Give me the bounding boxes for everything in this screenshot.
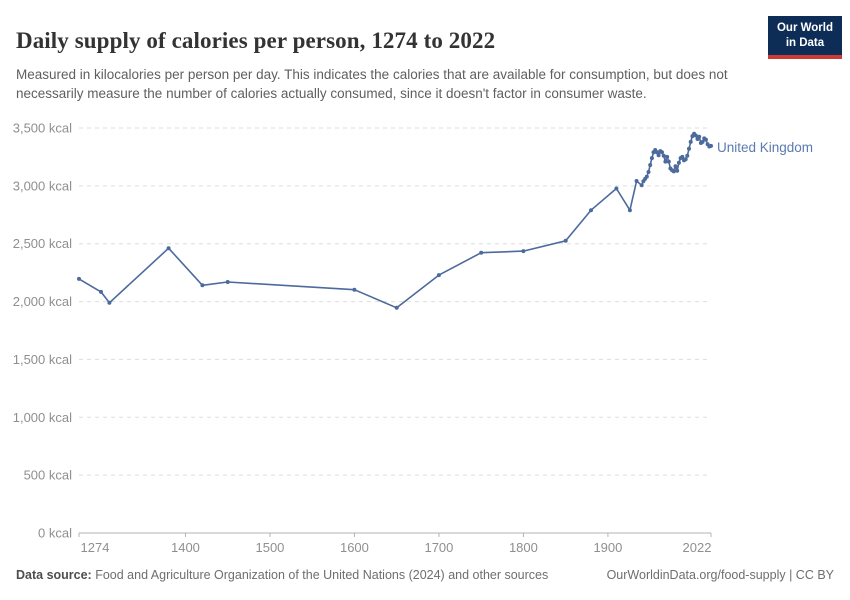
y-tick-label: 1,000 kcal	[13, 410, 72, 425]
x-tick-label: 1400	[171, 540, 200, 555]
x-tick-label: 2022	[683, 540, 712, 555]
data-point[interactable]	[436, 273, 441, 278]
data-point[interactable]	[700, 139, 705, 144]
license-credit-link[interactable]: OurWorldinData.org/food-supply | CC BY	[606, 568, 834, 582]
data-point[interactable]	[521, 249, 526, 254]
data-point[interactable]	[479, 250, 484, 255]
page-title: Daily supply of calories per person, 127…	[16, 28, 496, 54]
x-tick-label: 1500	[255, 540, 284, 555]
data-point[interactable]	[663, 159, 668, 164]
data-point[interactable]	[99, 289, 103, 294]
owid-logo-line1: Our World	[776, 22, 833, 34]
data-point[interactable]	[661, 153, 666, 158]
data-point[interactable]	[627, 208, 632, 213]
data-point[interactable]	[646, 170, 651, 174]
x-tick-label: 1700	[424, 540, 453, 555]
data-point[interactable]	[639, 183, 644, 188]
data-point[interactable]	[683, 157, 688, 162]
x-tick-label: 1900	[593, 540, 622, 555]
y-tick-label: 500 kcal	[24, 468, 73, 483]
data-point[interactable]	[676, 160, 681, 165]
data-point[interactable]	[394, 305, 399, 310]
data-point[interactable]	[709, 143, 713, 148]
data-point[interactable]	[656, 153, 661, 158]
series-line-united-kingdom[interactable]	[78, 133, 712, 309]
y-tick-label: 1,500 kcal	[13, 352, 72, 367]
data-point[interactable]	[644, 174, 649, 179]
data-point[interactable]	[649, 156, 654, 161]
data-point[interactable]	[225, 280, 230, 284]
data-point[interactable]	[166, 246, 171, 251]
data-point[interactable]	[688, 139, 693, 144]
data-point[interactable]	[634, 179, 639, 183]
y-tick-label: 2,500 kcal	[13, 236, 72, 251]
data-point[interactable]	[107, 300, 112, 305]
data-source-note: Data source: Food and Agriculture Organi…	[16, 568, 548, 582]
data-point[interactable]	[200, 283, 205, 288]
data-point[interactable]	[703, 137, 708, 142]
y-tick-label: 0 kcal	[38, 526, 72, 541]
data-point[interactable]	[697, 134, 702, 139]
y-tick-label: 3,000 kcal	[13, 178, 72, 193]
data-source-label: Data source:	[16, 568, 92, 582]
y-tick-label: 3,500 kcal	[13, 121, 72, 136]
series-label-united-kingdom[interactable]: United Kingdom	[717, 140, 814, 155]
data-point[interactable]	[614, 186, 619, 191]
x-tick-label: 1800	[509, 540, 538, 555]
data-point[interactable]	[680, 154, 685, 159]
data-point[interactable]	[352, 287, 357, 292]
data-point[interactable]	[77, 276, 81, 281]
owid-logo-line2: in Data	[785, 36, 825, 49]
chart-subtitle: Measured in kilocalories per person per …	[16, 66, 728, 101]
data-point[interactable]	[666, 159, 671, 164]
data-point[interactable]	[675, 168, 680, 173]
data-point[interactable]	[673, 164, 678, 169]
data-source-text: Food and Agriculture Organization of the…	[91, 568, 549, 582]
data-point[interactable]	[693, 133, 698, 138]
data-point[interactable]	[660, 150, 664, 155]
data-point[interactable]	[589, 208, 593, 213]
data-point[interactable]	[563, 238, 568, 243]
data-point[interactable]	[648, 163, 653, 167]
data-point[interactable]	[687, 146, 691, 151]
data-point[interactable]	[665, 154, 670, 159]
owid-logo[interactable]: Our World in Data	[767, 16, 842, 59]
y-tick-label: 2,000 kcal	[13, 294, 72, 309]
data-point[interactable]	[654, 150, 659, 155]
x-tick-label: 1600	[340, 540, 369, 555]
data-point[interactable]	[671, 169, 676, 174]
x-tick-label: 1274	[81, 540, 110, 555]
data-point[interactable]	[685, 153, 690, 158]
